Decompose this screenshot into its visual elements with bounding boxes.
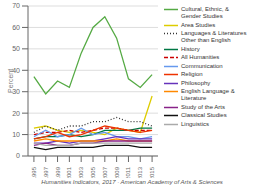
svg-text:1997: 1997 xyxy=(43,166,49,178)
svg-text:30: 30 xyxy=(12,88,20,96)
html-text:Languages & Literatures: Languages & Literatures xyxy=(181,30,247,36)
html-text:Communication: Communication xyxy=(181,62,223,69)
html-text:Area Studies: Area Studies xyxy=(181,21,216,28)
svg-text:0: 0 xyxy=(16,152,20,159)
svg-text:2003: 2003 xyxy=(78,166,84,178)
svg-text:2005: 2005 xyxy=(90,166,96,178)
svg-text:1995: 1995 xyxy=(31,166,37,178)
svg-text:2015: 2015 xyxy=(149,166,155,178)
html-text:Humanities Indicators, 2017 ·: Humanities Indicators, 2017 · American A… xyxy=(41,179,223,185)
html-text:Philosophy: Philosophy xyxy=(181,79,211,86)
svg-text:2001: 2001 xyxy=(66,166,72,178)
html-text:Study of the Arts: Study of the Arts xyxy=(181,103,225,110)
html-text:English Language &: English Language & xyxy=(181,88,235,94)
svg-text:2007: 2007 xyxy=(102,166,108,178)
html-text:Classical Studies: Classical Studies xyxy=(181,112,227,118)
svg-text:2011: 2011 xyxy=(125,166,131,178)
html-text:Cultural, Ethnic, &: Cultural, Ethnic, & xyxy=(181,6,229,12)
html-text:All Humanities: All Humanities xyxy=(181,54,220,60)
html-text:History: History xyxy=(181,45,200,52)
html-text:Linguistics: Linguistics xyxy=(181,120,209,127)
html-text:Gender Studies: Gender Studies xyxy=(181,13,223,19)
svg-text:70: 70 xyxy=(12,2,20,9)
svg-text:Percent: Percent xyxy=(8,69,14,93)
svg-text:2009: 2009 xyxy=(114,166,120,178)
svg-text:20: 20 xyxy=(12,110,20,117)
html-text:Other than English: Other than English xyxy=(181,37,231,43)
svg-text:50: 50 xyxy=(12,45,20,52)
svg-text:40: 40 xyxy=(12,66,20,74)
svg-text:1999: 1999 xyxy=(55,166,61,178)
svg-text:60: 60 xyxy=(12,24,20,31)
html-text:Religion: Religion xyxy=(181,71,203,77)
html-text:Literature: Literature xyxy=(181,95,207,101)
svg-text:2013: 2013 xyxy=(137,166,143,178)
svg-text:10: 10 xyxy=(12,131,20,138)
